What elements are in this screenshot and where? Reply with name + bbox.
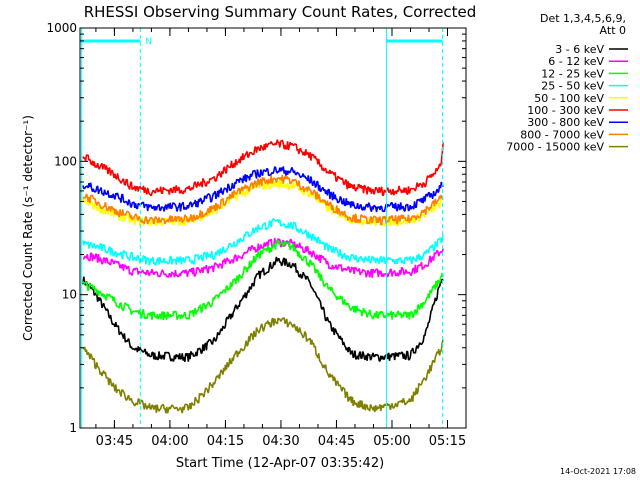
x-axis-label: Start Time (12-Apr-07 03:35:42) (176, 456, 384, 471)
plot-frame (79, 27, 467, 429)
night-flag-label: N (145, 37, 152, 47)
x-tick-label-4: 04:45 (318, 434, 355, 449)
legend-header-1: Att 0 (600, 24, 626, 37)
legend-label-6: 300 - 800 keV (527, 116, 604, 129)
night-interval-layer: N (80, 37, 443, 47)
legend-label-1: 6 - 12 keV (548, 55, 604, 68)
y-axis: 1 10 100 1000 (46, 21, 466, 435)
legend-label-4: 50 - 100 keV (534, 92, 604, 105)
series-line-5 (82, 139, 444, 197)
y-tick-label-0: 1 (69, 421, 77, 435)
series-line-2 (82, 239, 444, 320)
series-layer (82, 139, 444, 414)
series-line-3 (82, 218, 444, 266)
chart-title: RHESSI Observing Summary Count Rates, Co… (84, 3, 477, 21)
legend-label-2: 12 - 25 keV (541, 67, 604, 80)
x-tick-label-5: 05:00 (373, 434, 410, 449)
y-tick-label-2: 100 (54, 154, 77, 168)
x-tick-label-1: 04:00 (151, 434, 188, 449)
legend-label-5: 100 - 300 keV (527, 104, 604, 117)
legend-label-3: 25 - 50 keV (541, 80, 604, 93)
series-line-0 (82, 256, 444, 362)
y-tick-label-3: 1000 (46, 21, 77, 35)
x-tick-label-2: 04:15 (207, 434, 244, 449)
footer-timestamp: 14-Oct-2021 17:08 (560, 467, 636, 476)
legend-label-7: 800 - 7000 keV (520, 128, 604, 141)
series-line-7 (82, 174, 444, 226)
x-tick-label-0: 03:45 (96, 434, 133, 449)
x-tick-label-3: 04:30 (262, 434, 299, 449)
series-line-8 (82, 317, 444, 414)
series-line-6 (82, 166, 444, 213)
legend-header-0: Det 1,3,4,5,6,9, (540, 12, 626, 25)
legend-label-0: 3 - 6 keV (555, 43, 604, 56)
legend-label-8: 7000 - 15000 keV (506, 141, 604, 154)
interval-marker-layer (81, 28, 444, 428)
y-axis-label: Corrected Count Rate (s⁻¹ detector⁻¹) (21, 115, 35, 341)
x-tick-label-6: 05:15 (429, 434, 466, 449)
x-axis: 03:45 04:00 04:15 04:30 04:45 05:00 05:15 (95, 28, 467, 449)
y-tick-label-1: 10 (62, 288, 77, 302)
